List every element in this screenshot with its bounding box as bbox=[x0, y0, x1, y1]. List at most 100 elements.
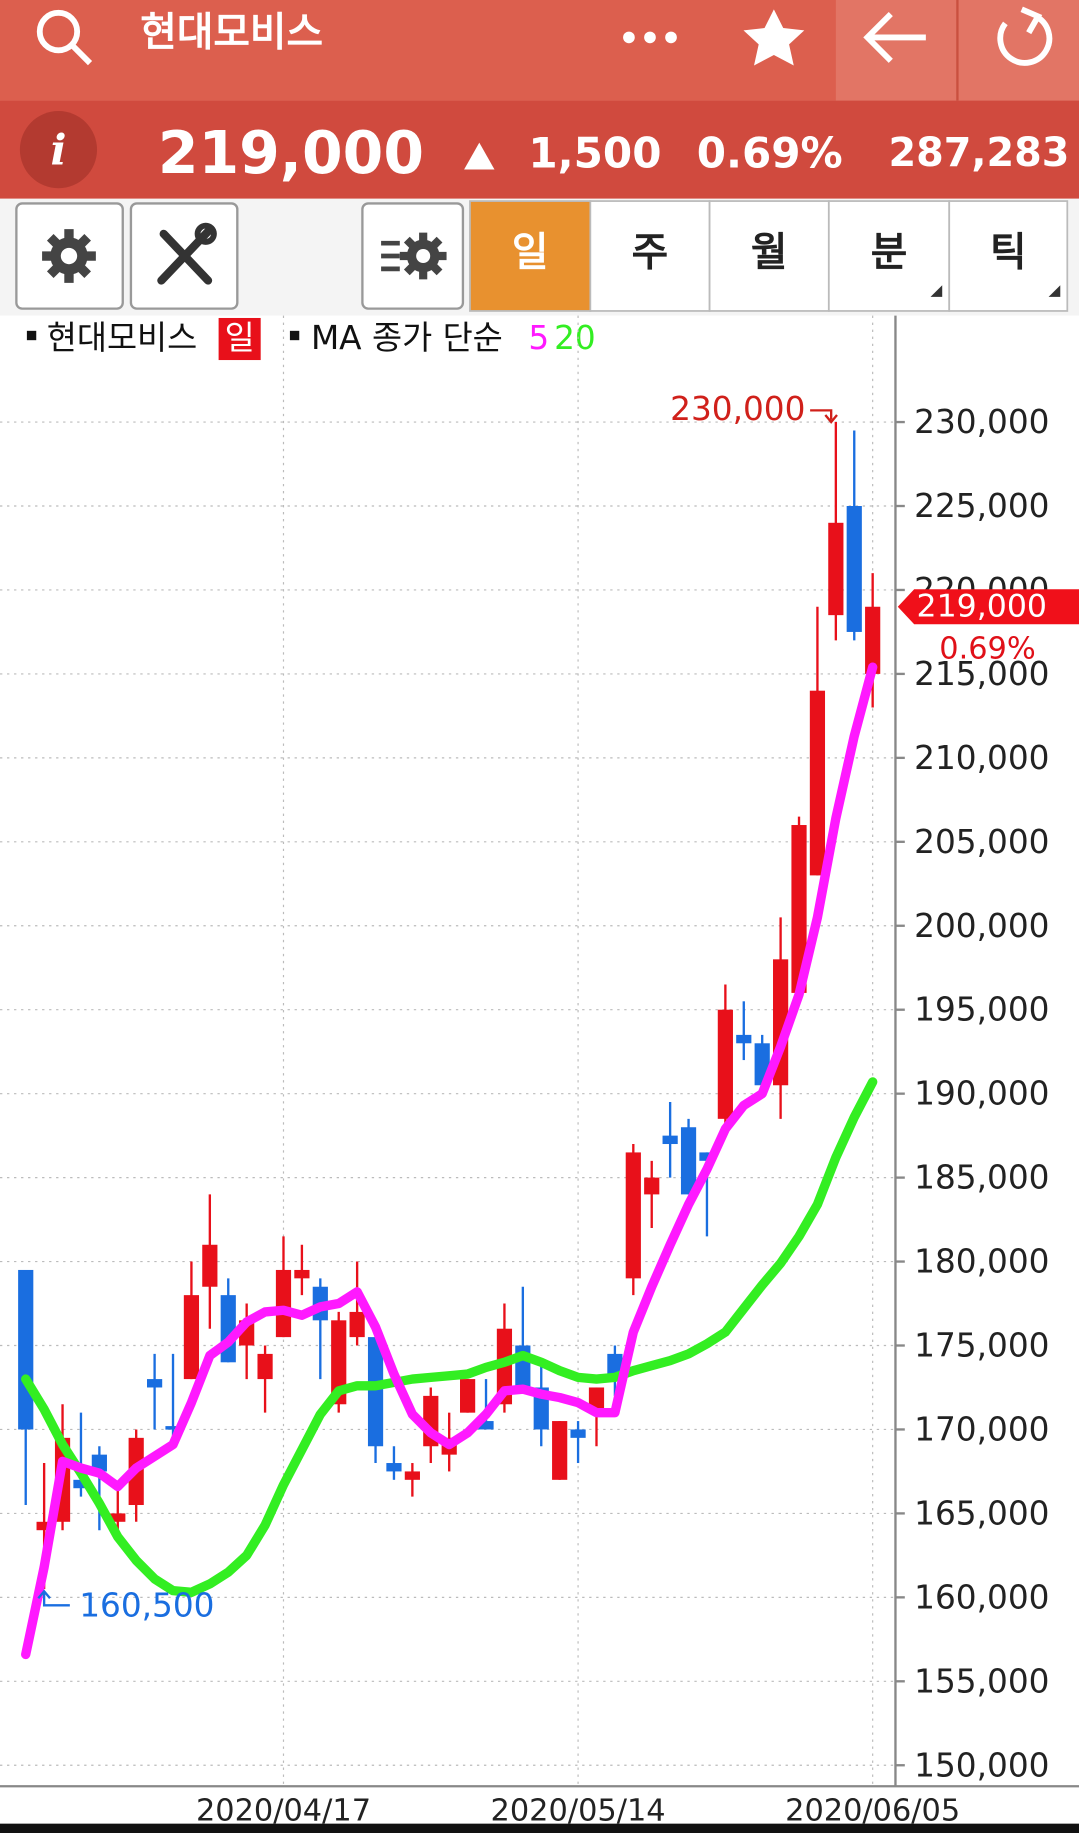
up-arrow bbox=[464, 142, 495, 170]
period-tab-label: 주 bbox=[632, 230, 669, 276]
legend-stock: 현대모비스 bbox=[47, 319, 198, 357]
candle-body bbox=[404, 1471, 420, 1480]
candle-body bbox=[331, 1320, 347, 1405]
candle-body bbox=[18, 1269, 34, 1430]
y-tick-label: 165,000 bbox=[914, 1494, 1049, 1532]
candle-body bbox=[809, 690, 826, 876]
volume: 287,283 bbox=[888, 130, 1069, 176]
x-tick-label: 2020/06/05 bbox=[785, 1793, 960, 1828]
candle-body bbox=[644, 1177, 660, 1195]
tools-icon bbox=[157, 222, 217, 285]
legend-ma20: 20 bbox=[554, 319, 596, 357]
info-icon: i bbox=[50, 125, 66, 175]
candle-body bbox=[202, 1244, 218, 1287]
legend-marker bbox=[289, 330, 300, 341]
change-pct: 0.69% bbox=[697, 129, 843, 178]
candle-body bbox=[662, 1135, 678, 1145]
y-tick-label: 215,000 bbox=[914, 655, 1049, 693]
y-tick-label: 210,000 bbox=[914, 739, 1049, 777]
period-tab[interactable] bbox=[469, 200, 592, 312]
candle-body bbox=[846, 506, 862, 632]
candle-body bbox=[699, 1152, 715, 1161]
candle-body bbox=[680, 1127, 697, 1195]
candle-body bbox=[349, 1311, 365, 1338]
info-button[interactable] bbox=[19, 111, 98, 189]
y-tick-label: 170,000 bbox=[914, 1410, 1049, 1448]
chart-area bbox=[0, 315, 1079, 1824]
candle-body bbox=[110, 1513, 126, 1522]
candle-body bbox=[791, 825, 807, 993]
ma-line bbox=[21, 1077, 878, 1597]
stock-name: 현대모비스 bbox=[140, 10, 323, 56]
price-tag bbox=[897, 589, 1079, 625]
period-tab[interactable] bbox=[948, 200, 1069, 312]
y-tick-label: 230,000 bbox=[914, 403, 1049, 441]
y-tick-label: 205,000 bbox=[914, 823, 1049, 861]
period-tab-label: 월 bbox=[751, 230, 788, 276]
gear-icon bbox=[42, 229, 96, 283]
candle-body bbox=[275, 1269, 292, 1338]
candle-body bbox=[165, 1426, 181, 1430]
candle-body bbox=[147, 1379, 163, 1388]
more-button[interactable] bbox=[623, 31, 677, 44]
period-tab[interactable] bbox=[708, 200, 830, 312]
y-tick-label: 195,000 bbox=[914, 991, 1049, 1029]
candle-body bbox=[386, 1463, 402, 1472]
y-tick-label: 160,000 bbox=[914, 1578, 1049, 1616]
y-tick-label: 180,000 bbox=[914, 1243, 1049, 1281]
candle-body bbox=[736, 1034, 752, 1044]
change: 1,500 bbox=[528, 129, 661, 178]
legend-ma: MA 종가 단순 bbox=[311, 319, 503, 357]
tab-corner bbox=[930, 285, 943, 297]
back-button[interactable] bbox=[863, 11, 926, 63]
candle-body bbox=[552, 1421, 568, 1480]
indicator-icon bbox=[381, 232, 447, 280]
price-tag-label: 219,000 bbox=[917, 589, 1047, 625]
annotation-arrow bbox=[37, 1589, 70, 1607]
candle-body bbox=[828, 522, 844, 616]
search-button[interactable] bbox=[36, 9, 93, 66]
price: 219,000 bbox=[158, 119, 424, 187]
candle-body bbox=[73, 1479, 89, 1489]
candle-body bbox=[183, 1295, 200, 1380]
legend-ma5: 5 bbox=[528, 319, 549, 357]
y-tick-label: 190,000 bbox=[914, 1075, 1049, 1113]
x-tick-label: 2020/05/14 bbox=[491, 1793, 666, 1828]
y-tick-label: 155,000 bbox=[914, 1662, 1049, 1700]
period-tab-label: 일 bbox=[512, 230, 549, 276]
candle-body bbox=[294, 1269, 310, 1279]
period-tab-label: 분 bbox=[871, 230, 908, 276]
change-tag-label: 0.69% bbox=[939, 631, 1035, 666]
candle-body bbox=[367, 1337, 384, 1447]
candle-body bbox=[625, 1152, 641, 1279]
y-tick-label: 150,000 bbox=[914, 1746, 1049, 1784]
legend-period-box bbox=[218, 317, 261, 361]
ma-line bbox=[21, 662, 878, 1660]
candle-body bbox=[717, 1009, 733, 1119]
period-tab[interactable] bbox=[589, 200, 711, 312]
quote-bar bbox=[0, 100, 1079, 199]
period-tab-label: 틱 bbox=[990, 230, 1027, 276]
annotation-label: 160,500 bbox=[79, 1586, 214, 1624]
candle-body bbox=[865, 606, 881, 674]
candle-body bbox=[478, 1421, 494, 1430]
period-tab[interactable] bbox=[827, 200, 951, 312]
y-tick-label: 185,000 bbox=[914, 1159, 1049, 1197]
legend-marker bbox=[26, 330, 37, 341]
y-tick-label: 200,000 bbox=[914, 907, 1049, 945]
annotation-arrow bbox=[810, 409, 838, 424]
candle-body bbox=[257, 1353, 273, 1380]
x-tick-label: 2020/04/17 bbox=[196, 1793, 371, 1828]
candle-body bbox=[460, 1379, 476, 1413]
annotation-label: 230,000 bbox=[670, 390, 805, 428]
y-tick-label: 225,000 bbox=[914, 487, 1049, 525]
refresh-button[interactable] bbox=[997, 6, 1053, 66]
bottom-strip bbox=[0, 1823, 1079, 1833]
favorite-button[interactable] bbox=[743, 9, 805, 66]
legend-period: 일 bbox=[225, 319, 255, 357]
candle-body bbox=[220, 1295, 236, 1363]
y-tick-label: 175,000 bbox=[914, 1327, 1049, 1365]
candle-body bbox=[570, 1429, 586, 1438]
candle-body bbox=[36, 1521, 52, 1531]
